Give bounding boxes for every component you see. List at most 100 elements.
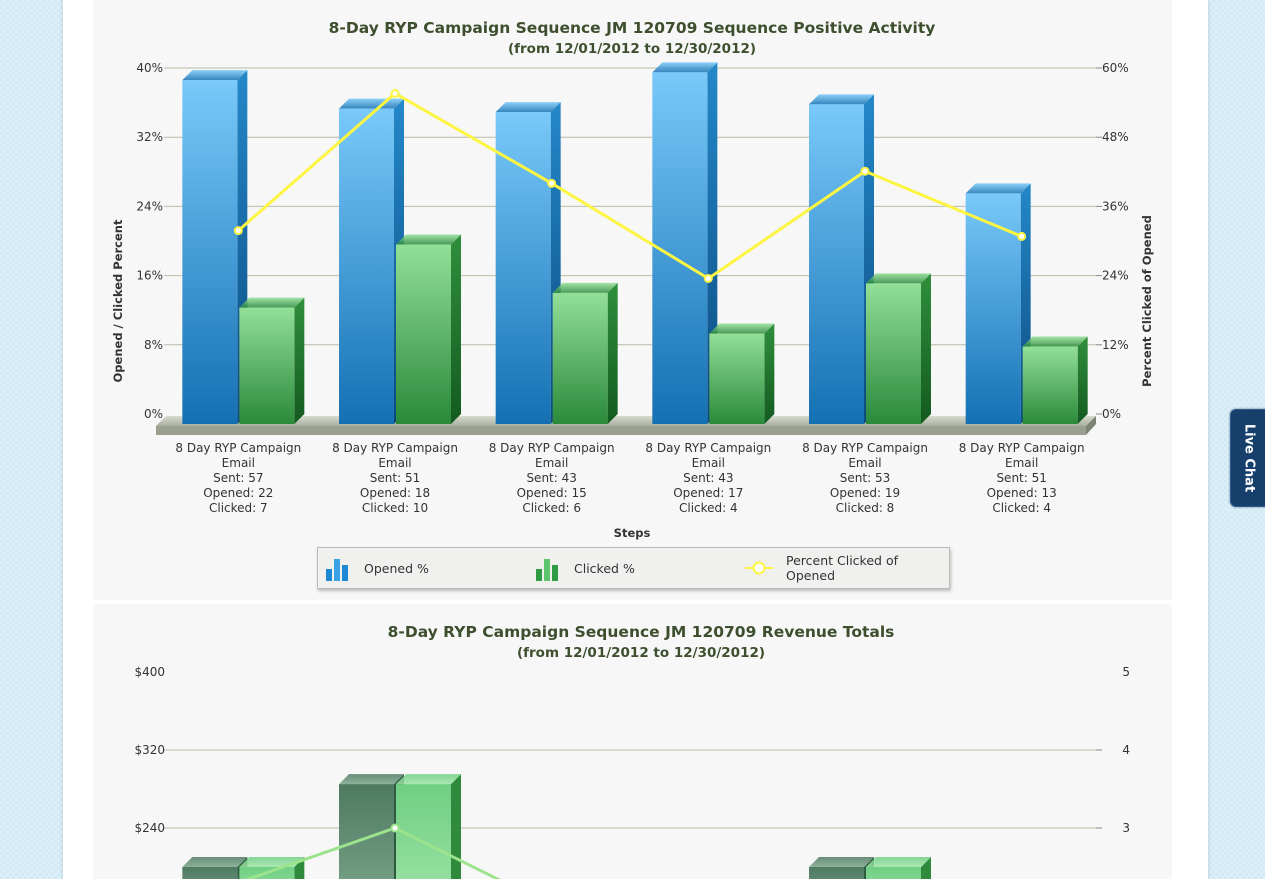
category-label-line: Sent: 43	[526, 471, 576, 485]
category-label-line: Email	[1005, 456, 1038, 470]
clicked-bar-top	[1022, 336, 1088, 347]
category-label-line: Sent: 51	[996, 471, 1046, 485]
category-label-line: Clicked: 6	[522, 501, 581, 515]
clicked-bar-front	[396, 244, 451, 424]
y2-tick-label: 24%	[1102, 269, 1129, 283]
revenue-chart-subtitle: (from 12/01/2012 to 12/30/2012)	[517, 645, 765, 661]
live-chat-button[interactable]: Live Chat	[1230, 409, 1265, 507]
category-label-line: Email	[378, 456, 411, 470]
percent-clicked-point	[390, 88, 400, 98]
y2-axis-title: Percent Clicked of Opened	[1140, 215, 1154, 387]
opened-bar	[809, 94, 874, 424]
revenue-bar-light-side	[451, 774, 461, 879]
clicked-bar-top	[709, 323, 775, 334]
category-label-line: 8 Day RYP Campaign	[802, 441, 928, 455]
opened-bar	[182, 70, 248, 425]
category-label-line: Sent: 57	[213, 471, 263, 485]
revenue-bar-dark-top	[339, 774, 404, 785]
revenue-bar-dark-front	[182, 867, 238, 879]
category-label-line: Email	[848, 456, 881, 470]
clicked-bar-front	[1022, 346, 1078, 424]
category-label-line: Opened: 19	[830, 486, 900, 500]
clicked-bar-front	[709, 333, 765, 424]
line-marker-icon	[745, 561, 773, 575]
category-label-line: Email	[222, 456, 255, 470]
clicked-bar-side	[921, 273, 931, 424]
opened-bar-top	[809, 94, 874, 105]
legend-item-percent-clicked[interactable]: Percent Clicked of Opened	[744, 548, 949, 588]
percent-clicked-point	[703, 273, 713, 283]
revenue-chart-title: 8-Day RYP Campaign Sequence JM 120709 Re…	[388, 623, 895, 641]
clicked-bar	[552, 282, 618, 424]
opened-bar-top	[652, 62, 718, 73]
clicked-bar	[709, 323, 775, 424]
y-tick-label: 32%	[136, 130, 163, 144]
positive-activity-chart: 8-Day RYP Campaign Sequence JM 120709 Se…	[93, 0, 1172, 600]
clicked-bar	[239, 297, 305, 424]
clicked-bar-side	[764, 323, 775, 424]
legend-label-opened: Opened %	[364, 560, 429, 576]
revenue-bar-dark-top	[182, 857, 248, 867]
opened-bar-icon	[326, 559, 348, 581]
opened-bar	[495, 102, 561, 425]
opened-bar	[339, 98, 404, 424]
revenue-y2-tick-label: 3	[1122, 821, 1130, 835]
opened-bar-top	[182, 70, 248, 81]
legend-label-percent-clicked: Percent Clicked of Opened	[786, 553, 898, 583]
category-label-line: Opened: 22	[203, 486, 273, 500]
category-label-line: 8 Day RYP Campaign	[645, 441, 771, 455]
clicked-bar-top	[239, 297, 305, 308]
revenue-bar-light	[239, 857, 305, 879]
y-tick-label: 40%	[136, 61, 163, 75]
revenue-bar-light-top	[396, 774, 461, 785]
category-label-line: Email	[692, 456, 725, 470]
category-label-line: Opened: 17	[673, 486, 743, 500]
y2-tick-label: 48%	[1102, 130, 1129, 144]
revenue-bar-dark-top	[809, 857, 874, 867]
category-label-line: Opened: 13	[987, 486, 1057, 500]
clicked-bar-front	[866, 283, 921, 424]
category-label-line: Email	[535, 456, 568, 470]
category-label-line: Clicked: 4	[679, 501, 738, 515]
revenue-totals-chart-svg: 8-Day RYP Campaign Sequence JM 120709 Re…	[134, 623, 1130, 879]
category-label-line: 8 Day RYP Campaign	[489, 441, 615, 455]
category-label-line: Clicked: 7	[209, 501, 268, 515]
revenue-y2-tick-label: 5	[1122, 665, 1130, 679]
revenue-bar-light	[396, 774, 461, 879]
revenue-line-point	[390, 823, 400, 833]
clicked-bar-side	[607, 282, 618, 424]
y-tick-label: 16%	[136, 269, 163, 283]
clicked-bar-front	[239, 307, 295, 424]
opened-bar-top	[495, 102, 561, 113]
revenue-y2-tick-label: 4	[1122, 743, 1130, 757]
revenue-y-tick-label: $400	[134, 665, 165, 679]
chart-legend: Opened % Clicked % Percent Clicked of Op…	[317, 547, 950, 589]
clicked-bar-side	[294, 297, 305, 424]
clicked-bar-top	[866, 273, 931, 284]
opened-bar-front	[965, 193, 1021, 424]
opened-bar-top	[339, 98, 404, 109]
percent-clicked-line	[237, 91, 1023, 281]
category-label-line: 8 Day RYP Campaign	[175, 441, 301, 455]
y2-tick-label: 36%	[1102, 199, 1129, 213]
clicked-bar-side	[1077, 336, 1088, 424]
chart-subtitle: (from 12/01/2012 to 12/30/2012)	[508, 41, 756, 57]
legend-item-opened[interactable]: Opened %	[324, 548, 429, 588]
clicked-bar-icon	[536, 559, 558, 581]
opened-bar-top	[965, 183, 1031, 194]
revenue-totals-chart: 8-Day RYP Campaign Sequence JM 120709 Re…	[93, 604, 1172, 879]
revenue-bar-dark	[809, 857, 874, 879]
category-label-line: Clicked: 8	[836, 501, 895, 515]
category-label-line: 8 Day RYP Campaign	[332, 441, 458, 455]
positive-activity-chart-svg: 8-Day RYP Campaign Sequence JM 120709 Se…	[111, 19, 1154, 540]
opened-bar-front	[652, 72, 708, 424]
legend-item-clicked[interactable]: Clicked %	[534, 548, 635, 588]
y2-tick-label: 12%	[1102, 338, 1129, 352]
revenue-bar-light-side	[921, 857, 931, 879]
chart-floor-edge	[156, 426, 1086, 435]
revenue-y-tick-label: $240	[134, 821, 165, 835]
revenue-bar-light-top	[866, 857, 931, 867]
category-label-line: Opened: 18	[360, 486, 430, 500]
legend-label-clicked: Clicked %	[574, 560, 635, 576]
category-label-line: 8 Day RYP Campaign	[959, 441, 1085, 455]
